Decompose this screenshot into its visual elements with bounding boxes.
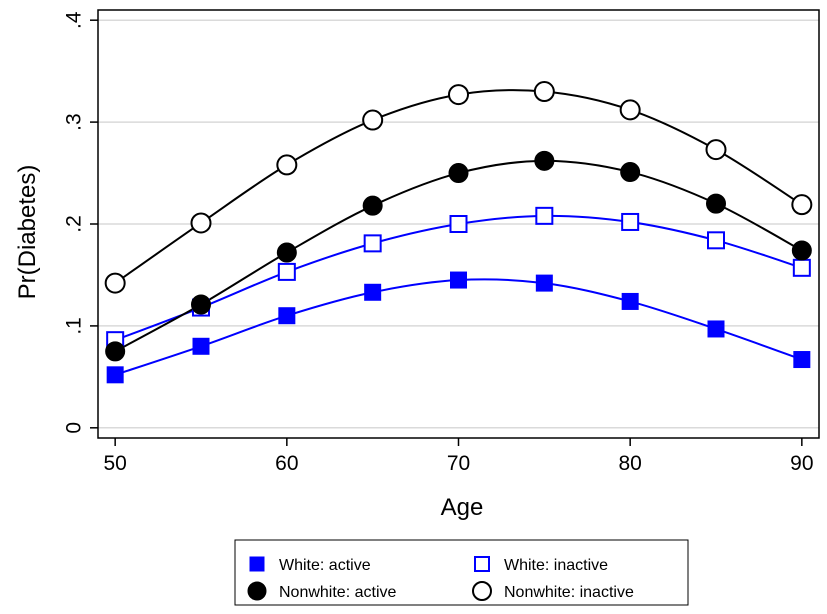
legend-label: Nonwhite: inactive — [504, 584, 634, 601]
data-point — [621, 292, 639, 310]
data-point — [791, 240, 812, 261]
data-point — [276, 154, 298, 176]
data-point — [363, 234, 382, 253]
y-tick-label: .2 — [63, 215, 86, 233]
data-point — [448, 163, 469, 184]
legend-label: White: active — [279, 557, 371, 574]
legend-box — [234, 539, 689, 606]
data-point — [706, 193, 726, 214]
x-tick-label: 60 — [275, 452, 298, 475]
y-tick-label: .1 — [63, 317, 86, 335]
data-point — [192, 337, 210, 355]
y-tick-label: 0 — [63, 422, 86, 434]
data-point — [190, 212, 212, 234]
legend-label: White: inactive — [504, 557, 608, 574]
data-point — [620, 162, 641, 183]
data-point — [191, 294, 211, 315]
legend-marker — [474, 556, 490, 572]
data-point — [533, 81, 555, 103]
data-point — [278, 307, 296, 325]
data-point — [535, 274, 553, 292]
x-tick-label: 50 — [103, 452, 126, 475]
series-line-3 — [114, 89, 803, 284]
data-point — [106, 366, 124, 384]
y-tick-label: .4 — [63, 11, 86, 29]
data-point — [707, 231, 725, 250]
data-point — [534, 150, 555, 171]
legend-marker — [472, 581, 492, 601]
data-point — [791, 194, 813, 216]
data-point — [619, 99, 641, 121]
data-point — [705, 139, 727, 161]
x-tick-label: 80 — [618, 452, 641, 475]
series-markers — [104, 81, 813, 384]
data-point — [362, 195, 383, 216]
x-tick-label: 70 — [447, 452, 470, 475]
legend-marker — [247, 581, 267, 601]
data-point — [362, 109, 384, 131]
data-point — [277, 262, 296, 281]
data-point — [450, 271, 467, 289]
data-point — [793, 351, 811, 369]
data-point — [707, 320, 725, 338]
data-point — [276, 242, 297, 263]
axes: 0 .1 .2 .3 .4 50 60 70 80 90 — [63, 11, 814, 475]
data-point — [449, 215, 468, 233]
data-point — [364, 283, 382, 301]
data-point — [105, 341, 126, 362]
y-axis-title: Pr(Diabetes) — [14, 165, 41, 300]
legend-label: Nonwhite: active — [279, 584, 396, 601]
legend-marker — [249, 556, 265, 572]
data-point — [448, 84, 469, 106]
y-tick-label: .3 — [63, 113, 86, 131]
x-tick-label: 90 — [790, 452, 813, 475]
legend: White: active White: inactive Nonwhite: ac… — [234, 539, 689, 606]
data-point — [792, 258, 811, 277]
data-point — [621, 212, 640, 231]
data-point — [535, 206, 554, 225]
x-axis-title: Age — [441, 494, 484, 521]
data-point — [104, 272, 126, 294]
